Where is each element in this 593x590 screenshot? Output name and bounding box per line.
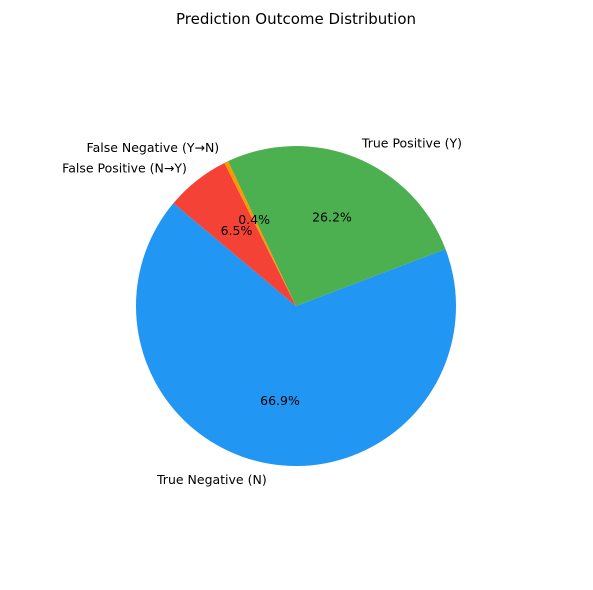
pie-slice-false-positive-n-y: [173, 162, 296, 306]
percent-label-true-positive-y: 26.2%: [312, 209, 352, 224]
labels-layer: True Negative (N) 66.9% True Positive (Y) 2…: [62, 135, 462, 487]
slices-layer: [135, 146, 456, 466]
slice-label-true-positive-y: True Positive (Y): [361, 135, 462, 150]
percent-label-true-negative-n: 66.9%: [260, 393, 300, 408]
percent-label-false-negative-y-n: 0.4%: [238, 212, 270, 227]
chart-title: Prediction Outcome Distribution: [176, 10, 416, 28]
percent-label-false-positive-n-y: 6.5%: [221, 223, 253, 238]
pie-slice-true-negative-n: [135, 203, 456, 466]
slice-label-true-negative-n: True Negative (N): [156, 472, 267, 487]
pie-slice-true-positive-y: [227, 146, 446, 306]
slice-label-false-positive-n-y: False Positive (N→Y): [62, 160, 187, 175]
slice-label-false-negative-y-n: False Negative (Y→N): [87, 140, 220, 155]
pie-slice-false-negative-y-n: [224, 161, 296, 306]
